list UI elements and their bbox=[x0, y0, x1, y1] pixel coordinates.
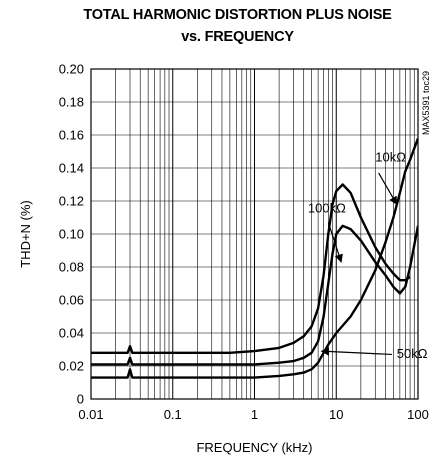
x-tick-label: 100 bbox=[407, 407, 429, 422]
x-axis-label: FREQUENCY (kHz) bbox=[196, 440, 312, 455]
x-tick-label: 0.01 bbox=[78, 407, 103, 422]
y-tick-labels: 0 0.02 0.04 0.06 0.08 0.10 0.12 0.14 0.16 0.18 0.2… bbox=[59, 62, 84, 407]
series-label: 10kΩ bbox=[375, 149, 406, 164]
y-tick-label: 0.18 bbox=[59, 95, 84, 110]
x-tick-label: 10 bbox=[329, 407, 343, 422]
series-line bbox=[91, 183, 411, 354]
y-tick-label: 0.04 bbox=[59, 326, 84, 341]
x-tick-label: 0.1 bbox=[164, 407, 182, 422]
series-annotations: 10kΩ 50kΩ 100kΩ bbox=[308, 149, 428, 360]
chart-title: TOTAL HARMONIC DISTORTION PLUS NOISE bbox=[83, 7, 392, 23]
y-tick-label: 0.06 bbox=[59, 293, 84, 308]
y-tick-label: 0.16 bbox=[59, 128, 84, 143]
plot-frame bbox=[90, 68, 419, 400]
y-tick-label: 0.02 bbox=[59, 359, 84, 374]
annotation-arrow bbox=[378, 172, 398, 206]
series-line bbox=[91, 137, 418, 379]
y-tick-label: 0.12 bbox=[59, 194, 84, 209]
y-axis-label: THD+N (%) bbox=[18, 200, 33, 268]
grid bbox=[90, 68, 418, 400]
y-tick-label: 0.08 bbox=[59, 260, 84, 275]
side-note: MAX5391 toc29 bbox=[421, 71, 431, 135]
series-line bbox=[91, 224, 418, 366]
y-tick-label: 0.10 bbox=[59, 227, 84, 242]
series-label: 50kΩ bbox=[397, 346, 428, 361]
y-tick-label: 0.20 bbox=[59, 62, 84, 77]
chart-subtitle: vs. FREQUENCY bbox=[181, 29, 294, 45]
y-tick-label: 0 bbox=[77, 392, 84, 407]
series-label: 100kΩ bbox=[308, 201, 346, 216]
annotation-arrow bbox=[320, 347, 392, 356]
curves bbox=[91, 137, 418, 379]
annotation-arrow bbox=[327, 222, 343, 263]
y-tick-label: 0.14 bbox=[59, 161, 84, 176]
x-tick-labels: 0.01 0.1 1 10 100 bbox=[78, 407, 429, 422]
x-tick-label: 1 bbox=[251, 407, 258, 422]
